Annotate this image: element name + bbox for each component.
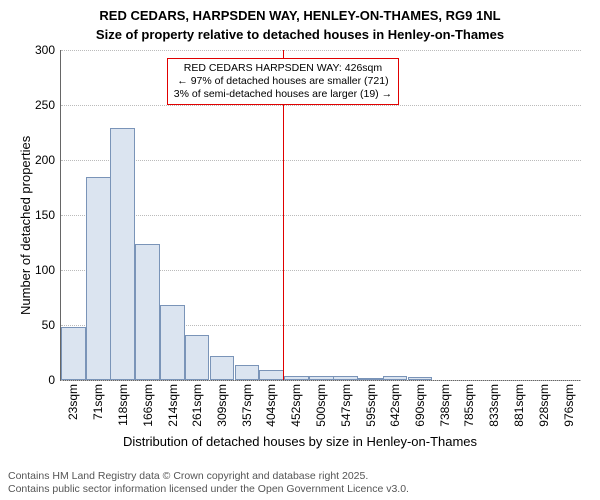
- histogram-bar: [210, 356, 235, 380]
- xtick-label: 690sqm: [413, 380, 427, 427]
- histogram-bar: [235, 365, 260, 380]
- annotation-box: RED CEDARS HARPSDEN WAY: 426sqm← 97% of …: [167, 58, 399, 105]
- xtick-label: 928sqm: [537, 380, 551, 427]
- xtick-label: 357sqm: [240, 380, 254, 427]
- attribution-line-1: Contains HM Land Registry data © Crown c…: [8, 470, 409, 483]
- histogram-bar: [110, 128, 135, 380]
- ytick-label: 250: [35, 98, 61, 112]
- xtick-label: 500sqm: [314, 380, 328, 427]
- annotation-line: 3% of semi-detached houses are larger (1…: [174, 88, 392, 101]
- xtick-label: 881sqm: [512, 380, 526, 427]
- xtick-label: 595sqm: [364, 380, 378, 427]
- ytick-label: 0: [48, 373, 61, 387]
- title-line-2: Size of property relative to detached ho…: [0, 27, 600, 42]
- histogram-bar: [86, 177, 111, 381]
- ytick-label: 100: [35, 263, 61, 277]
- gridline: [61, 160, 581, 161]
- xtick-label: 642sqm: [388, 380, 402, 427]
- xtick-label: 71sqm: [91, 380, 105, 420]
- title-line-1: RED CEDARS, HARPSDEN WAY, HENLEY-ON-THAM…: [0, 8, 600, 23]
- ytick-label: 50: [42, 318, 61, 332]
- xtick-label: 118sqm: [116, 380, 130, 426]
- y-axis-label: Number of detached properties: [18, 136, 33, 315]
- histogram-bar: [259, 370, 284, 380]
- annotation-line: ← 97% of detached houses are smaller (72…: [174, 75, 392, 88]
- annotation-line: RED CEDARS HARPSDEN WAY: 426sqm: [174, 62, 392, 75]
- xtick-label: 738sqm: [438, 380, 452, 427]
- attribution-text: Contains HM Land Registry data © Crown c…: [8, 470, 409, 496]
- xtick-label: 309sqm: [215, 380, 229, 427]
- gridline: [61, 50, 581, 51]
- histogram-bar: [135, 244, 160, 380]
- xtick-label: 785sqm: [462, 380, 476, 427]
- histogram-bar: [185, 335, 210, 380]
- gridline: [61, 215, 581, 216]
- xtick-label: 261sqm: [190, 380, 204, 427]
- ytick-label: 150: [35, 208, 61, 222]
- xtick-label: 214sqm: [166, 380, 180, 427]
- xtick-label: 833sqm: [487, 380, 501, 427]
- figure: RED CEDARS, HARPSDEN WAY, HENLEY-ON-THAM…: [0, 0, 600, 500]
- xtick-label: 166sqm: [141, 380, 155, 427]
- ytick-label: 300: [35, 43, 61, 57]
- xtick-label: 452sqm: [289, 380, 303, 427]
- xtick-label: 404sqm: [264, 380, 278, 427]
- attribution-line-2: Contains public sector information licen…: [8, 483, 409, 496]
- xtick-label: 976sqm: [562, 380, 576, 427]
- x-axis-label: Distribution of detached houses by size …: [0, 434, 600, 449]
- histogram-bar: [160, 305, 185, 380]
- xtick-label: 23sqm: [66, 380, 80, 420]
- ytick-label: 200: [35, 153, 61, 167]
- xtick-label: 547sqm: [339, 380, 353, 427]
- histogram-bar: [61, 327, 86, 380]
- plot-area: 05010015020025030023sqm71sqm118sqm166sqm…: [60, 50, 581, 381]
